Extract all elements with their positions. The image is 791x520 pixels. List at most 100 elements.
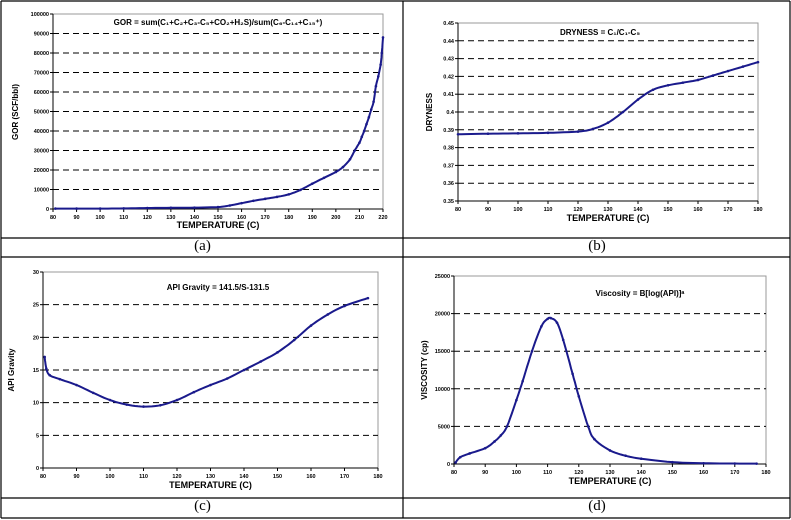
data-point	[343, 304, 346, 308]
data-point	[499, 434, 503, 437]
x-tick-label: 120	[573, 207, 582, 213]
x-tick-label: 160	[699, 470, 708, 476]
data-point	[666, 84, 670, 87]
data-point	[696, 78, 700, 82]
data-point	[362, 129, 366, 133]
x-tick-label: 110	[544, 207, 553, 213]
data-point	[353, 149, 357, 152]
y-tick-label: 20000	[34, 168, 49, 174]
y-tick-label: 0.44	[443, 39, 455, 45]
data-point	[374, 84, 378, 88]
data-point	[546, 317, 549, 321]
data-point	[577, 395, 581, 398]
x-tick-label: 160	[237, 215, 246, 221]
data-point	[540, 325, 543, 328]
x-tick-label: 130	[166, 215, 175, 221]
x-tick-label: 110	[139, 474, 148, 480]
data-point	[142, 405, 145, 408]
data-point	[169, 206, 173, 210]
y-axis-label: VISCOSITY (cp)	[420, 340, 429, 400]
x-tick-label: 150	[663, 207, 672, 213]
y-tick-label: 0.39	[443, 128, 454, 134]
data-point	[468, 452, 471, 455]
chart-title: GOR = sum(C₁+C₂+C₃-C₅+CO₂+H₂S)/sum(C₆-C₁…	[114, 18, 323, 27]
data-point	[322, 176, 326, 180]
y-tick-label: 15	[33, 368, 39, 374]
data-point	[175, 398, 179, 402]
data-point	[252, 199, 255, 203]
x-tick-label: 110	[543, 470, 552, 476]
data-point	[483, 446, 487, 450]
x-tick-label: 80	[455, 207, 461, 213]
x-tick-label: 150	[668, 470, 677, 476]
data-point	[756, 60, 760, 64]
data-point	[456, 132, 460, 136]
x-tick-label: 90	[482, 470, 488, 476]
x-tick-label: 140	[637, 470, 646, 476]
data-point	[376, 75, 380, 78]
data-point	[515, 398, 518, 402]
y-axis-label: GOR (SCF/bbl)	[11, 84, 20, 140]
x-tick-label: 120	[574, 470, 583, 476]
data-point	[263, 197, 267, 201]
data-point	[216, 205, 220, 209]
data-point	[240, 201, 243, 205]
data-point	[681, 81, 685, 84]
y-tick-label: 5	[36, 433, 39, 439]
x-tick-label: 170	[730, 470, 739, 476]
caption-d: (d)	[588, 498, 606, 514]
data-point	[555, 321, 559, 324]
data-point	[486, 132, 490, 136]
data-point	[334, 170, 338, 174]
y-tick-label: 0.42	[443, 74, 454, 80]
x-tick-label: 150	[273, 474, 282, 480]
data-point	[755, 462, 758, 465]
x-tick-label: 120	[172, 474, 181, 480]
plot-area	[453, 275, 767, 465]
data-point	[242, 368, 246, 372]
x-tick-label: 180	[753, 207, 762, 213]
y-tick-label: 0	[46, 207, 49, 213]
data-point	[75, 207, 78, 210]
data-point	[348, 157, 352, 161]
chart-d: 0 5000 10000 15000 20000 25000 80 90 100 110 120 13…	[420, 274, 771, 486]
data-point	[209, 383, 212, 387]
y-tick-label: 50000	[34, 110, 49, 116]
data-point	[43, 355, 46, 359]
data-point	[591, 127, 595, 131]
x-tick-label: 150	[213, 215, 222, 221]
x-tick-label: 140	[190, 215, 199, 221]
x-tick-label: 140	[239, 474, 248, 480]
data-point	[733, 462, 737, 465]
chart-a: 0 10000 20000 30000 40000 50000 60000 70000 8000…	[11, 12, 388, 230]
data-point	[624, 454, 627, 458]
data-point	[192, 390, 196, 394]
caption-a: (a)	[194, 238, 211, 254]
y-tick-label: 90000	[34, 32, 49, 38]
x-tick-label: 100	[105, 474, 114, 480]
x-tick-label: 80	[451, 470, 457, 476]
x-tick-label: 90	[74, 215, 80, 221]
data-point	[341, 165, 345, 169]
data-point	[671, 460, 674, 464]
x-tick-label: 90	[73, 474, 79, 480]
x-tick-label: 80	[50, 215, 56, 221]
data-point	[621, 110, 625, 114]
data-point	[380, 51, 384, 55]
series-line	[454, 316, 757, 465]
x-tick-label: 140	[633, 207, 642, 213]
y-tick-label: 0	[447, 462, 450, 468]
data-point	[651, 88, 655, 92]
x-tick-label: 100	[513, 207, 522, 213]
y-tick-label: 0.4	[446, 110, 455, 116]
x-axis-label: TEMPERATURE (C)	[169, 480, 252, 490]
chart-title: API Gravity = 141.5/S-131.5	[167, 283, 270, 292]
data-point	[702, 461, 705, 465]
y-tick-label: 20	[33, 335, 39, 341]
x-tick-label: 110	[119, 215, 128, 221]
data-point	[48, 373, 51, 377]
y-tick-label: 60000	[34, 90, 49, 96]
data-point	[108, 398, 112, 402]
y-tick-label: 0.45	[443, 21, 454, 27]
